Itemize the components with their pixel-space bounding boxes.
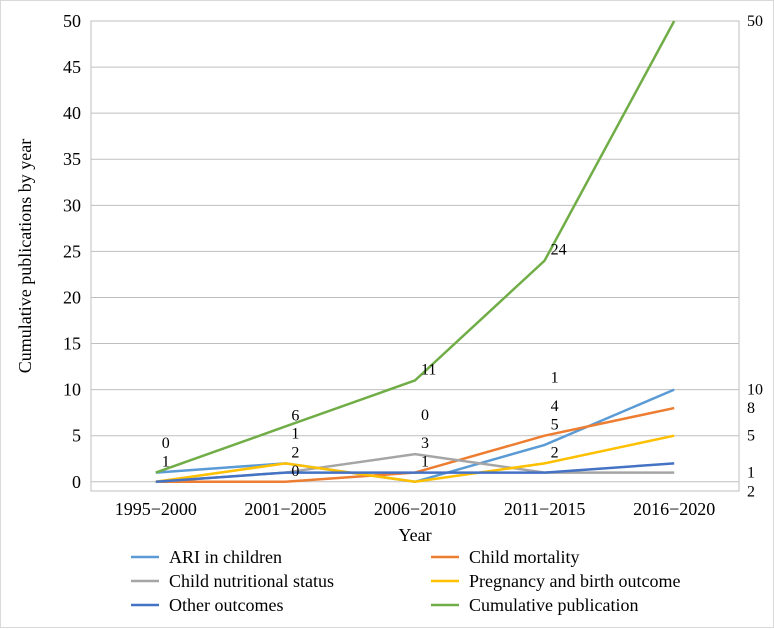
data-point-label: 5 xyxy=(551,417,559,434)
x-tick-label: 2011−2015 xyxy=(504,499,585,519)
y-tick-label: 0 xyxy=(72,472,81,492)
data-point-label: 4 xyxy=(551,398,559,415)
data-point-label: 24 xyxy=(551,242,567,259)
series-end-label: 2 xyxy=(747,483,755,500)
series-end-label: 8 xyxy=(747,400,755,417)
x-tick-label: 2001−2005 xyxy=(244,499,326,519)
data-point-label: 1 xyxy=(421,454,429,471)
series-end-label: 1 xyxy=(747,465,755,482)
y-tick-label: 40 xyxy=(63,103,81,123)
legend-label: Other outcomes xyxy=(169,595,283,615)
y-axis-label: Cumulative publications by year xyxy=(15,139,35,373)
y-tick-label: 50 xyxy=(63,11,81,31)
line-chart: 051015202530354045501995−20002001−200520… xyxy=(0,0,774,628)
data-point-label: 1 xyxy=(551,370,559,387)
plot-area-border xyxy=(91,21,739,491)
data-point-label: 0 xyxy=(421,407,429,424)
legend-label: Child mortality xyxy=(469,547,580,567)
data-point-label: 2 xyxy=(551,444,559,461)
data-point-label: 1 xyxy=(291,426,299,443)
data-point-label: 0 xyxy=(291,463,299,480)
y-tick-label: 30 xyxy=(63,195,81,215)
y-tick-label: 15 xyxy=(63,334,81,354)
legend-label: Cumulative publication xyxy=(469,595,638,615)
x-tick-label: 2016−2020 xyxy=(633,499,715,519)
legend-label: Pregnancy and birth outcome xyxy=(469,571,680,591)
data-point-label: 0 xyxy=(162,435,170,452)
data-point-label: 1 xyxy=(162,454,170,471)
legend-label: Child nutritional status xyxy=(169,571,334,591)
data-point-label: 6 xyxy=(291,407,299,424)
x-tick-label: 1995−2000 xyxy=(115,499,197,519)
y-tick-label: 5 xyxy=(72,426,81,446)
series-end-label: 10 xyxy=(747,382,763,399)
y-tick-label: 10 xyxy=(63,380,81,400)
chart-svg: 051015202530354045501995−20002001−200520… xyxy=(1,1,774,629)
legend-label: ARI in children xyxy=(169,547,282,567)
x-tick-label: 2006−2010 xyxy=(374,499,456,519)
x-axis-label: Year xyxy=(398,525,431,545)
data-point-label: 3 xyxy=(421,435,429,452)
y-tick-label: 35 xyxy=(63,149,81,169)
data-point-label: 2 xyxy=(291,444,299,461)
series-end-label: 50 xyxy=(747,13,763,30)
y-tick-label: 20 xyxy=(63,287,81,307)
data-point-label: 11 xyxy=(421,361,436,378)
series-end-label: 5 xyxy=(747,428,755,445)
y-tick-label: 45 xyxy=(63,57,81,77)
series-line xyxy=(156,436,674,482)
y-tick-label: 25 xyxy=(63,241,81,261)
series-line xyxy=(156,21,674,473)
